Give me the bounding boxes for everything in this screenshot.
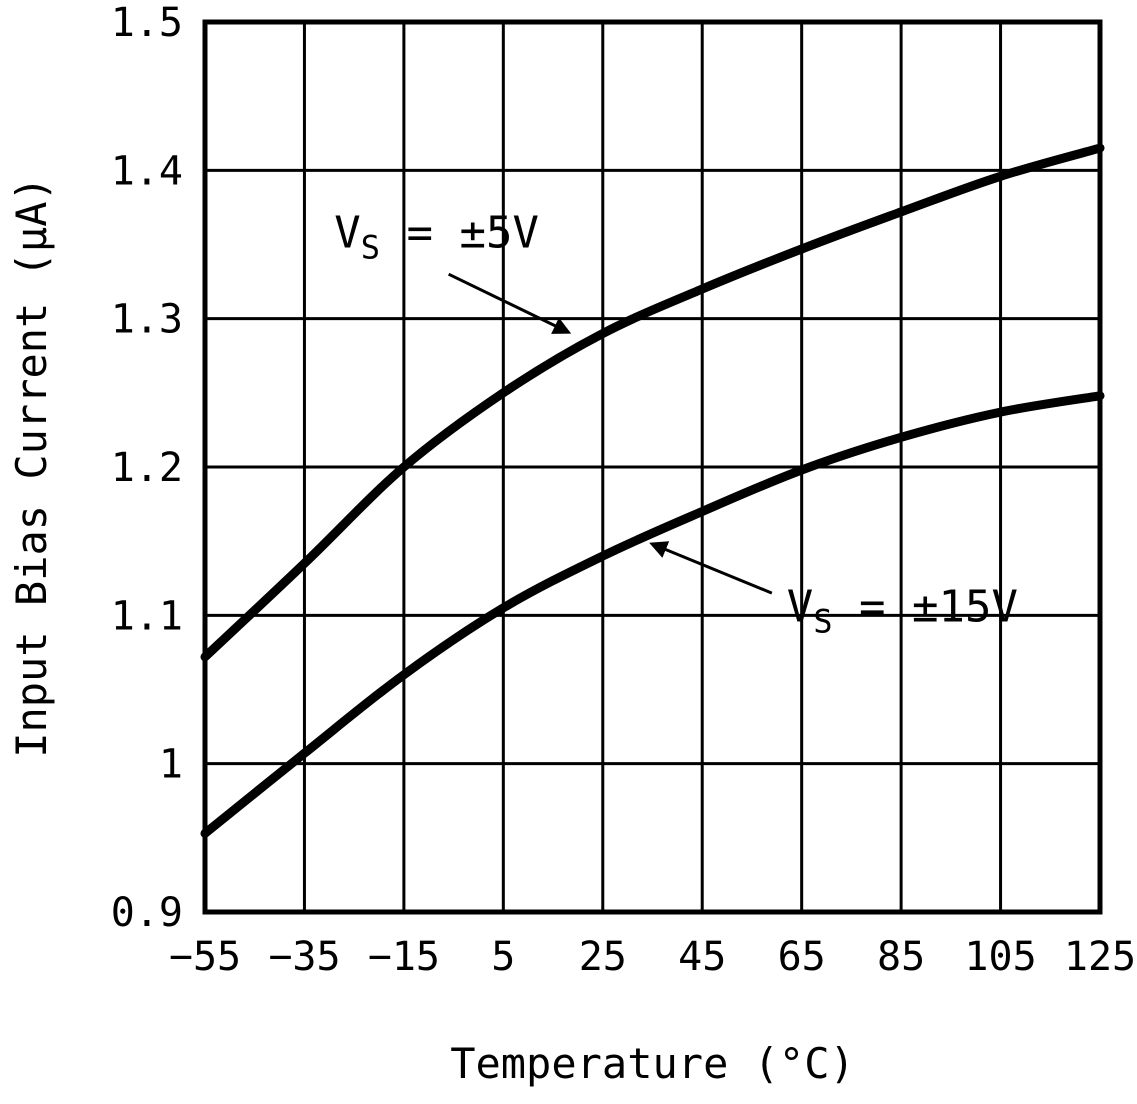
y-tick-label: 1.3 [111, 297, 183, 343]
annotation-main-text: V [334, 207, 361, 258]
annotation-arrow-0 [447, 272, 572, 334]
x-tick-label: 25 [579, 934, 627, 980]
series-annotation-0: VS = ±5V [334, 207, 539, 266]
annotation-rest-text: = ±15V [833, 581, 1018, 632]
curve-series-1 [200, 391, 1105, 838]
x-tick-label: 65 [778, 934, 826, 980]
x-axis-label: Temperature (°C) [450, 1039, 855, 1088]
grid [203, 20, 1102, 914]
x-tick-label: 5 [491, 934, 515, 980]
annotation-subscript: S [361, 228, 380, 266]
series-annotation-1: VS = ±15V [787, 581, 1018, 640]
x-tick-label: −15 [368, 934, 440, 980]
x-tick-label: 85 [877, 934, 925, 980]
x-tick-label: 105 [964, 934, 1036, 980]
annotation-rest-text: = ±5V [380, 207, 539, 258]
y-tick-label: 1.1 [111, 593, 183, 639]
y-axis-label: Input Bias Current (μA) [7, 176, 56, 758]
y-tick-label: 1 [159, 742, 183, 788]
y-tick-label: 1.2 [111, 445, 183, 491]
annotation-arrow-1 [649, 541, 773, 595]
plot-border [202, 19, 1103, 915]
annotation-main-text: V [787, 581, 814, 632]
x-tick-label: −55 [169, 934, 241, 980]
curve-series-0 [200, 143, 1105, 662]
x-tick-label: 125 [1064, 934, 1136, 980]
y-tick-label: 1.5 [111, 0, 183, 46]
y-tick-label: 1.4 [111, 148, 183, 194]
x-tick-label: −35 [268, 934, 340, 980]
y-tick-label: 0.9 [111, 890, 183, 936]
annotation-subscript: S [813, 602, 832, 640]
x-tick-label: 45 [678, 934, 726, 980]
